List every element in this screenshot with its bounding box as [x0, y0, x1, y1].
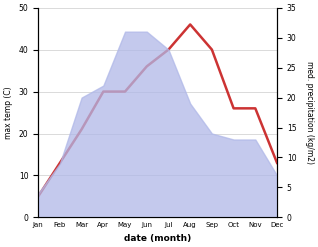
Y-axis label: max temp (C): max temp (C)	[4, 86, 13, 139]
Y-axis label: med. precipitation (kg/m2): med. precipitation (kg/m2)	[305, 61, 314, 164]
X-axis label: date (month): date (month)	[124, 234, 191, 243]
